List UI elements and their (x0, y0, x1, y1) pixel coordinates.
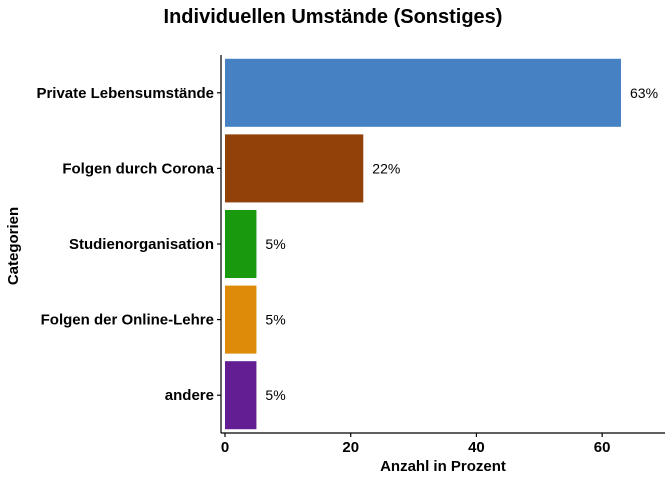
x-tick-label: 60 (594, 439, 611, 456)
bar-3 (225, 209, 257, 279)
category-label: Private Lebensumstände (36, 85, 214, 102)
category-label: Studienorganisation (69, 236, 214, 253)
data-label: 5% (265, 387, 285, 403)
bar-4 (225, 285, 257, 354)
x-axis-ticks: 0 20 40 60 (221, 433, 611, 456)
category-label: andere (165, 387, 214, 404)
category-labels: Private Lebensumstände Folgen durch Coron… (36, 85, 221, 404)
x-axis-title: Anzahl in Prozent (380, 458, 506, 475)
category-label: Folgen durch Corona (62, 160, 214, 177)
x-tick-label: 20 (342, 439, 359, 456)
data-label: 22% (372, 160, 400, 176)
data-label: 5% (265, 236, 285, 252)
bars-group (225, 58, 621, 430)
y-axis-title: Categorien (5, 207, 22, 285)
x-tick-label: 40 (468, 439, 485, 456)
bar-5 (225, 361, 257, 430)
data-label: 63% (630, 85, 658, 101)
bar-1 (225, 58, 621, 127)
bar-2 (225, 134, 364, 203)
category-label: Folgen der Online-Lehre (41, 312, 214, 329)
chart-title: Individuellen Umstände (Sonstiges) (164, 6, 503, 28)
data-labels: 63% 22% 5% 5% 5% (265, 85, 658, 403)
data-label: 5% (265, 312, 285, 328)
x-tick-label: 0 (221, 439, 229, 456)
